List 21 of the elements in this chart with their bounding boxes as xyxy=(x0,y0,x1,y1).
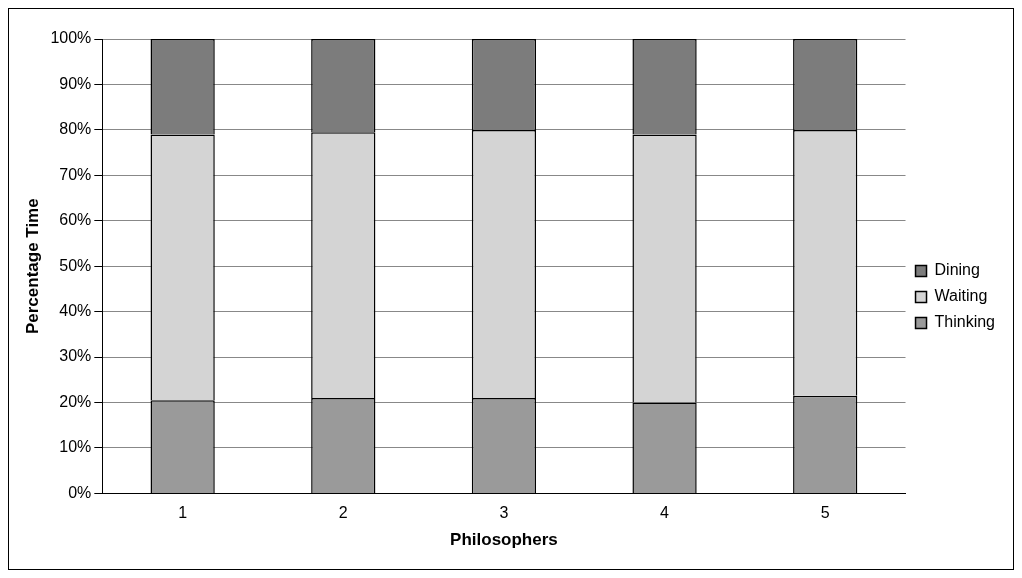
y-tick-label: 30% xyxy=(59,347,92,365)
y-tick-label: 70% xyxy=(59,165,92,183)
legend-label: Thinking xyxy=(934,313,996,331)
x-tick-label: 2 xyxy=(338,504,348,522)
y-tick-label: 40% xyxy=(59,302,92,320)
y-axis-title: Percentage Time xyxy=(22,198,42,335)
x-axis-title: Philosophers xyxy=(450,530,558,550)
y-tick-label: 100% xyxy=(50,29,92,47)
y-tick-label: 10% xyxy=(59,438,92,456)
x-tick-label: 3 xyxy=(499,504,509,522)
y-tick-label: 80% xyxy=(59,120,92,138)
y-tick-label: 60% xyxy=(59,211,92,229)
x-tick-label: 4 xyxy=(660,504,670,522)
x-tick-label: 1 xyxy=(178,504,188,522)
y-tick-label: 90% xyxy=(59,74,92,92)
legend-label: Waiting xyxy=(934,287,988,305)
y-tick-label: 20% xyxy=(59,392,92,410)
y-tick-label: 50% xyxy=(59,256,92,274)
y-tick-label: 0% xyxy=(68,483,92,501)
x-tick-label: 5 xyxy=(820,504,830,522)
legend-label: Dining xyxy=(934,261,980,279)
